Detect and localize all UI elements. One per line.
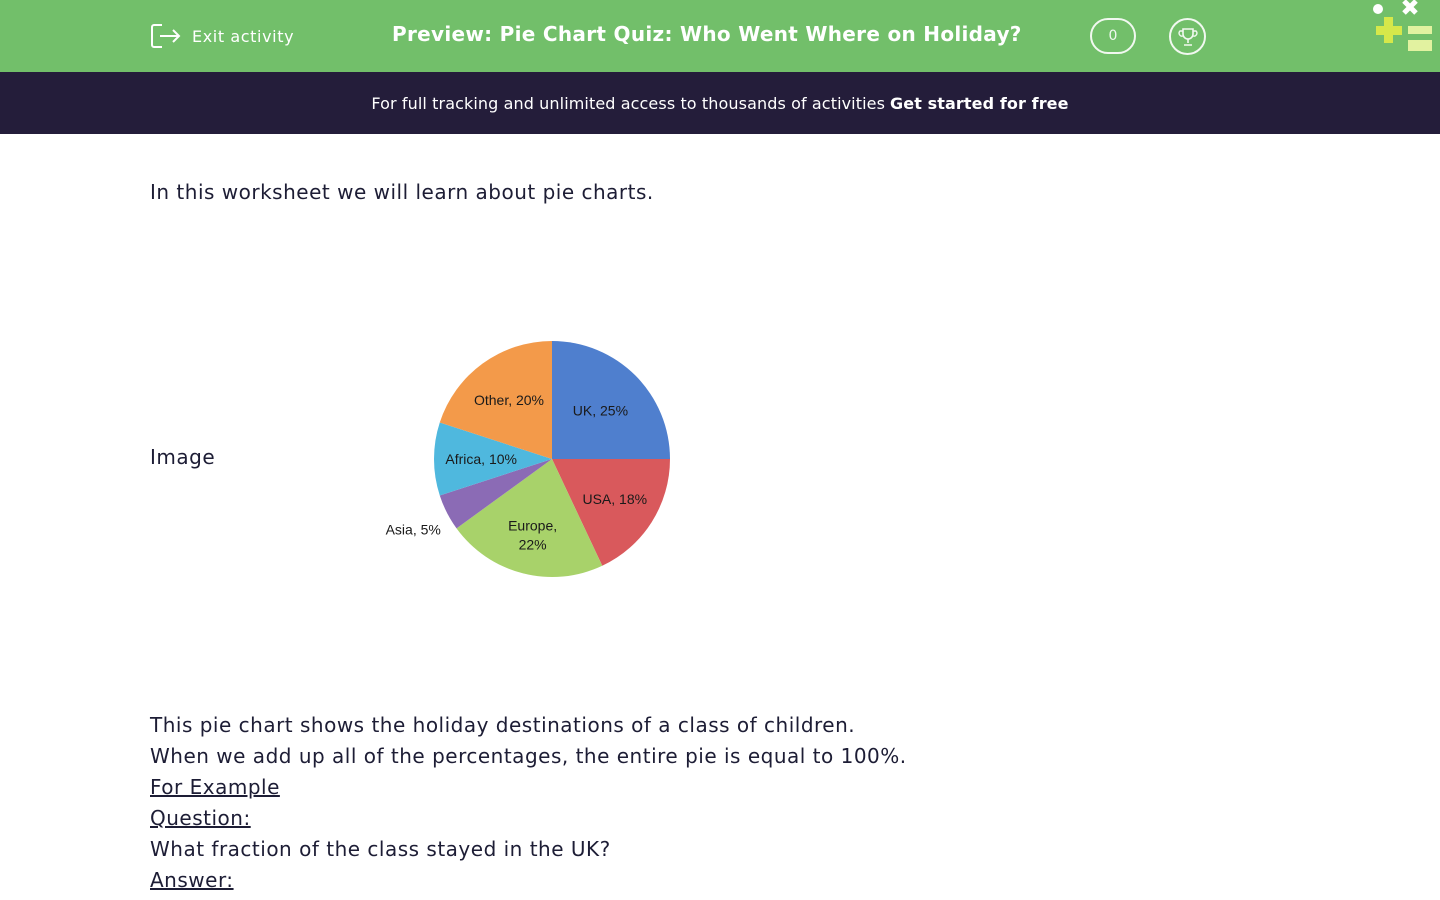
- trophy-icon: [1177, 27, 1198, 46]
- pie-slice: [456, 459, 603, 577]
- pie-slice: [439, 459, 552, 529]
- image-label: Image: [150, 445, 216, 469]
- explanation-text: This pie chart shows the holiday destina…: [150, 710, 907, 896]
- pie-slice: [552, 459, 670, 566]
- pie-slice: [434, 422, 552, 496]
- pie-slice-label: Africa, 10%: [445, 451, 517, 467]
- pie-slice-label: Asia, 5%: [386, 522, 441, 538]
- trophy-button[interactable]: [1169, 18, 1206, 55]
- score-badge: 0: [1090, 18, 1136, 54]
- pie-slice: [439, 341, 552, 459]
- brand-logo-icon: [1373, 0, 1432, 51]
- exit-label: Exit activity: [192, 26, 295, 46]
- pie-slice-label: USA, 18%: [582, 491, 647, 507]
- pie-slice-label: UK, 25%: [573, 403, 628, 419]
- for-example-heading: For Example: [150, 775, 280, 799]
- exit-icon: [151, 24, 181, 48]
- get-started-link[interactable]: Get started for free: [890, 93, 1069, 113]
- question-heading: Question:: [150, 806, 251, 830]
- pie-chart: UK, 25% USA, 18% Europe, 22% Asia, 5% Africa,…: [386, 341, 670, 577]
- answer-heading: Answer:: [150, 868, 234, 892]
- upgrade-banner: For full tracking and unlimited access t…: [0, 72, 1440, 134]
- top-bar: Exit activity Preview: Pie Chart Quiz: W…: [0, 0, 1440, 72]
- pie-slice-label: Other, 20%: [474, 392, 544, 408]
- pie-slice-label: Europe, 22%: [508, 517, 557, 552]
- explanation-line-2: When we add up all of the percentages, t…: [150, 744, 907, 768]
- page-title: Preview: Pie Chart Quiz: Who Went Where …: [392, 22, 1022, 46]
- intro-text: In this worksheet we will learn about pi…: [150, 180, 654, 204]
- pie-slice: [552, 341, 670, 459]
- exit-activity-button[interactable]: Exit activity: [150, 21, 294, 51]
- banner-text: For full tracking and unlimited access t…: [371, 93, 886, 113]
- explanation-line-1: This pie chart shows the holiday destina…: [150, 713, 856, 737]
- question-text: What fraction of the class stayed in the…: [150, 837, 611, 861]
